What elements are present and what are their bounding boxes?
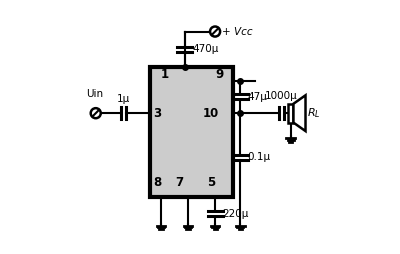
- Bar: [150, 67, 233, 197]
- Text: 1µ: 1µ: [117, 94, 130, 104]
- Text: 10: 10: [202, 107, 219, 120]
- Text: 47µ: 47µ: [247, 92, 267, 102]
- Text: 8: 8: [153, 176, 161, 189]
- Text: 0.1µ: 0.1µ: [247, 152, 270, 162]
- Text: 9: 9: [216, 68, 224, 81]
- Text: 1000µ: 1000µ: [265, 91, 298, 101]
- Text: + Vcc: + Vcc: [222, 26, 252, 37]
- Text: 1: 1: [161, 68, 169, 81]
- Text: 220µ: 220µ: [222, 209, 248, 219]
- Text: 3: 3: [153, 107, 161, 120]
- Text: R$_L$: R$_L$: [307, 106, 321, 120]
- Polygon shape: [294, 95, 306, 131]
- Text: Uin: Uin: [86, 89, 103, 99]
- Text: 5: 5: [207, 176, 216, 189]
- Text: 7: 7: [175, 176, 184, 189]
- Bar: [288, 104, 294, 123]
- Text: 470µ: 470µ: [192, 44, 218, 54]
